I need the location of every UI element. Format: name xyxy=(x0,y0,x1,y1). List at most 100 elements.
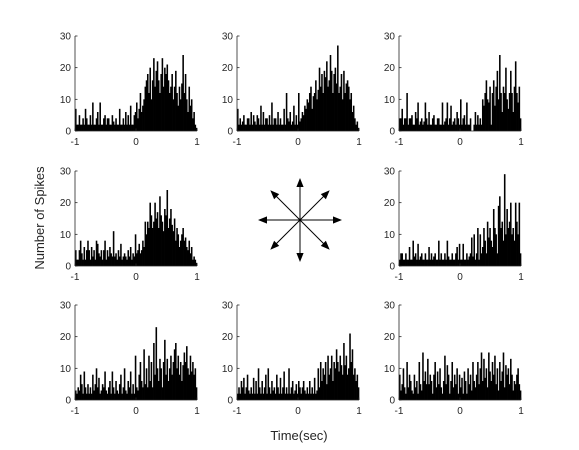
histogram-bar xyxy=(464,124,467,131)
histogram-bar xyxy=(156,61,159,131)
y-tick-label: 20 xyxy=(384,332,396,343)
histogram-bar xyxy=(139,93,142,131)
histogram-bar xyxy=(469,374,472,400)
histogram-bar xyxy=(323,374,326,400)
histogram-bar xyxy=(324,77,327,131)
histogram-bar xyxy=(416,259,418,266)
histogram-bar xyxy=(104,240,106,266)
histogram-bar xyxy=(318,387,321,400)
histogram-bar xyxy=(450,259,452,266)
histogram-bar xyxy=(456,247,458,266)
histogram-bar xyxy=(107,256,110,266)
histogram-bar xyxy=(455,253,457,266)
histogram-bar xyxy=(277,387,279,400)
histogram-bar xyxy=(273,118,276,131)
histogram-bar xyxy=(499,55,501,131)
x-tick-label: 0 xyxy=(457,137,463,148)
histogram-bar xyxy=(288,368,290,400)
histogram-bar xyxy=(93,124,95,131)
histogram-bar xyxy=(458,374,461,400)
histogram-bar xyxy=(109,381,111,400)
histogram-bar xyxy=(452,259,455,266)
histogram-bar xyxy=(412,240,414,266)
histogram-bar xyxy=(117,250,120,266)
histogram-bar xyxy=(294,124,296,131)
histogram-bar xyxy=(403,259,406,266)
x-tick-label: -1 xyxy=(233,137,242,148)
histogram-bar xyxy=(400,253,402,266)
x-tick-label: -1 xyxy=(233,406,242,417)
histogram-bar xyxy=(445,259,447,266)
histogram-bar xyxy=(261,124,263,131)
histogram-bar xyxy=(469,253,472,266)
histogram-bar xyxy=(144,221,147,266)
histogram-bar xyxy=(519,253,522,266)
histogram-bar xyxy=(420,253,423,266)
histogram-bar xyxy=(258,124,261,131)
histogram-bar xyxy=(263,387,266,400)
histogram-bar xyxy=(474,112,477,131)
histogram-bar xyxy=(138,243,141,266)
histogram-bar xyxy=(143,99,145,131)
histogram-bar xyxy=(194,368,197,400)
histogram-bar xyxy=(446,365,449,400)
histogram-bar xyxy=(115,253,117,266)
histogram-bar xyxy=(346,80,349,131)
histogram-bar xyxy=(79,374,82,400)
histogram-bar xyxy=(85,118,88,131)
x-tick-label: 0 xyxy=(133,406,139,417)
histogram-bar xyxy=(167,381,170,400)
y-tick-label: 10 xyxy=(384,364,396,375)
histogram-bar xyxy=(159,196,161,266)
histogram-bar xyxy=(423,381,425,400)
histogram-bar xyxy=(497,99,500,131)
histogram-bar xyxy=(255,124,257,131)
histogram-bar xyxy=(160,74,162,131)
histogram-bar xyxy=(139,362,142,400)
histogram-bar xyxy=(460,99,462,131)
histogram-bar xyxy=(112,121,115,131)
histogram-bar xyxy=(92,102,94,131)
histogram-bar xyxy=(105,124,108,131)
histogram-bar xyxy=(338,93,340,131)
histogram-bar xyxy=(483,358,485,400)
histogram-bar xyxy=(186,346,188,400)
y-tick-label: 0 xyxy=(389,262,395,273)
histogram-bar xyxy=(417,393,419,400)
histogram-bar xyxy=(85,250,88,266)
histogram-bar xyxy=(90,393,93,400)
histogram-bar xyxy=(94,124,97,131)
histogram-bar xyxy=(258,387,261,400)
histogram-bar xyxy=(87,240,89,266)
histogram-bar xyxy=(433,374,435,400)
histogram-bar xyxy=(402,259,405,266)
histogram-bar xyxy=(305,108,307,131)
histogram-bar xyxy=(409,118,412,131)
histogram-bar xyxy=(156,368,159,400)
histogram-bar xyxy=(418,259,421,266)
histogram-bar xyxy=(497,390,500,400)
histogram-bar xyxy=(337,362,339,400)
histogram-bar xyxy=(467,124,469,131)
histogram-bar xyxy=(462,243,465,266)
histogram-bar xyxy=(175,70,177,131)
histogram-bar xyxy=(193,256,195,266)
histogram-bar xyxy=(92,374,94,400)
histogram-bar xyxy=(238,124,240,131)
histogram-bar xyxy=(439,368,441,400)
histogram-bar xyxy=(128,256,131,266)
histogram-bar xyxy=(441,102,444,131)
histogram-bar xyxy=(470,390,473,400)
histogram-bar xyxy=(133,115,136,131)
histogram-bar xyxy=(492,209,495,266)
histogram-bar xyxy=(316,99,318,131)
histogram-bar xyxy=(440,124,443,131)
histogram-bar xyxy=(472,362,474,400)
x-tick-label: -1 xyxy=(71,272,80,283)
y-tick-label: 10 xyxy=(384,230,396,241)
histogram-bar xyxy=(153,58,155,131)
histogram-bar xyxy=(82,393,84,400)
histogram-bar xyxy=(490,240,493,266)
histogram-bar xyxy=(155,218,158,266)
